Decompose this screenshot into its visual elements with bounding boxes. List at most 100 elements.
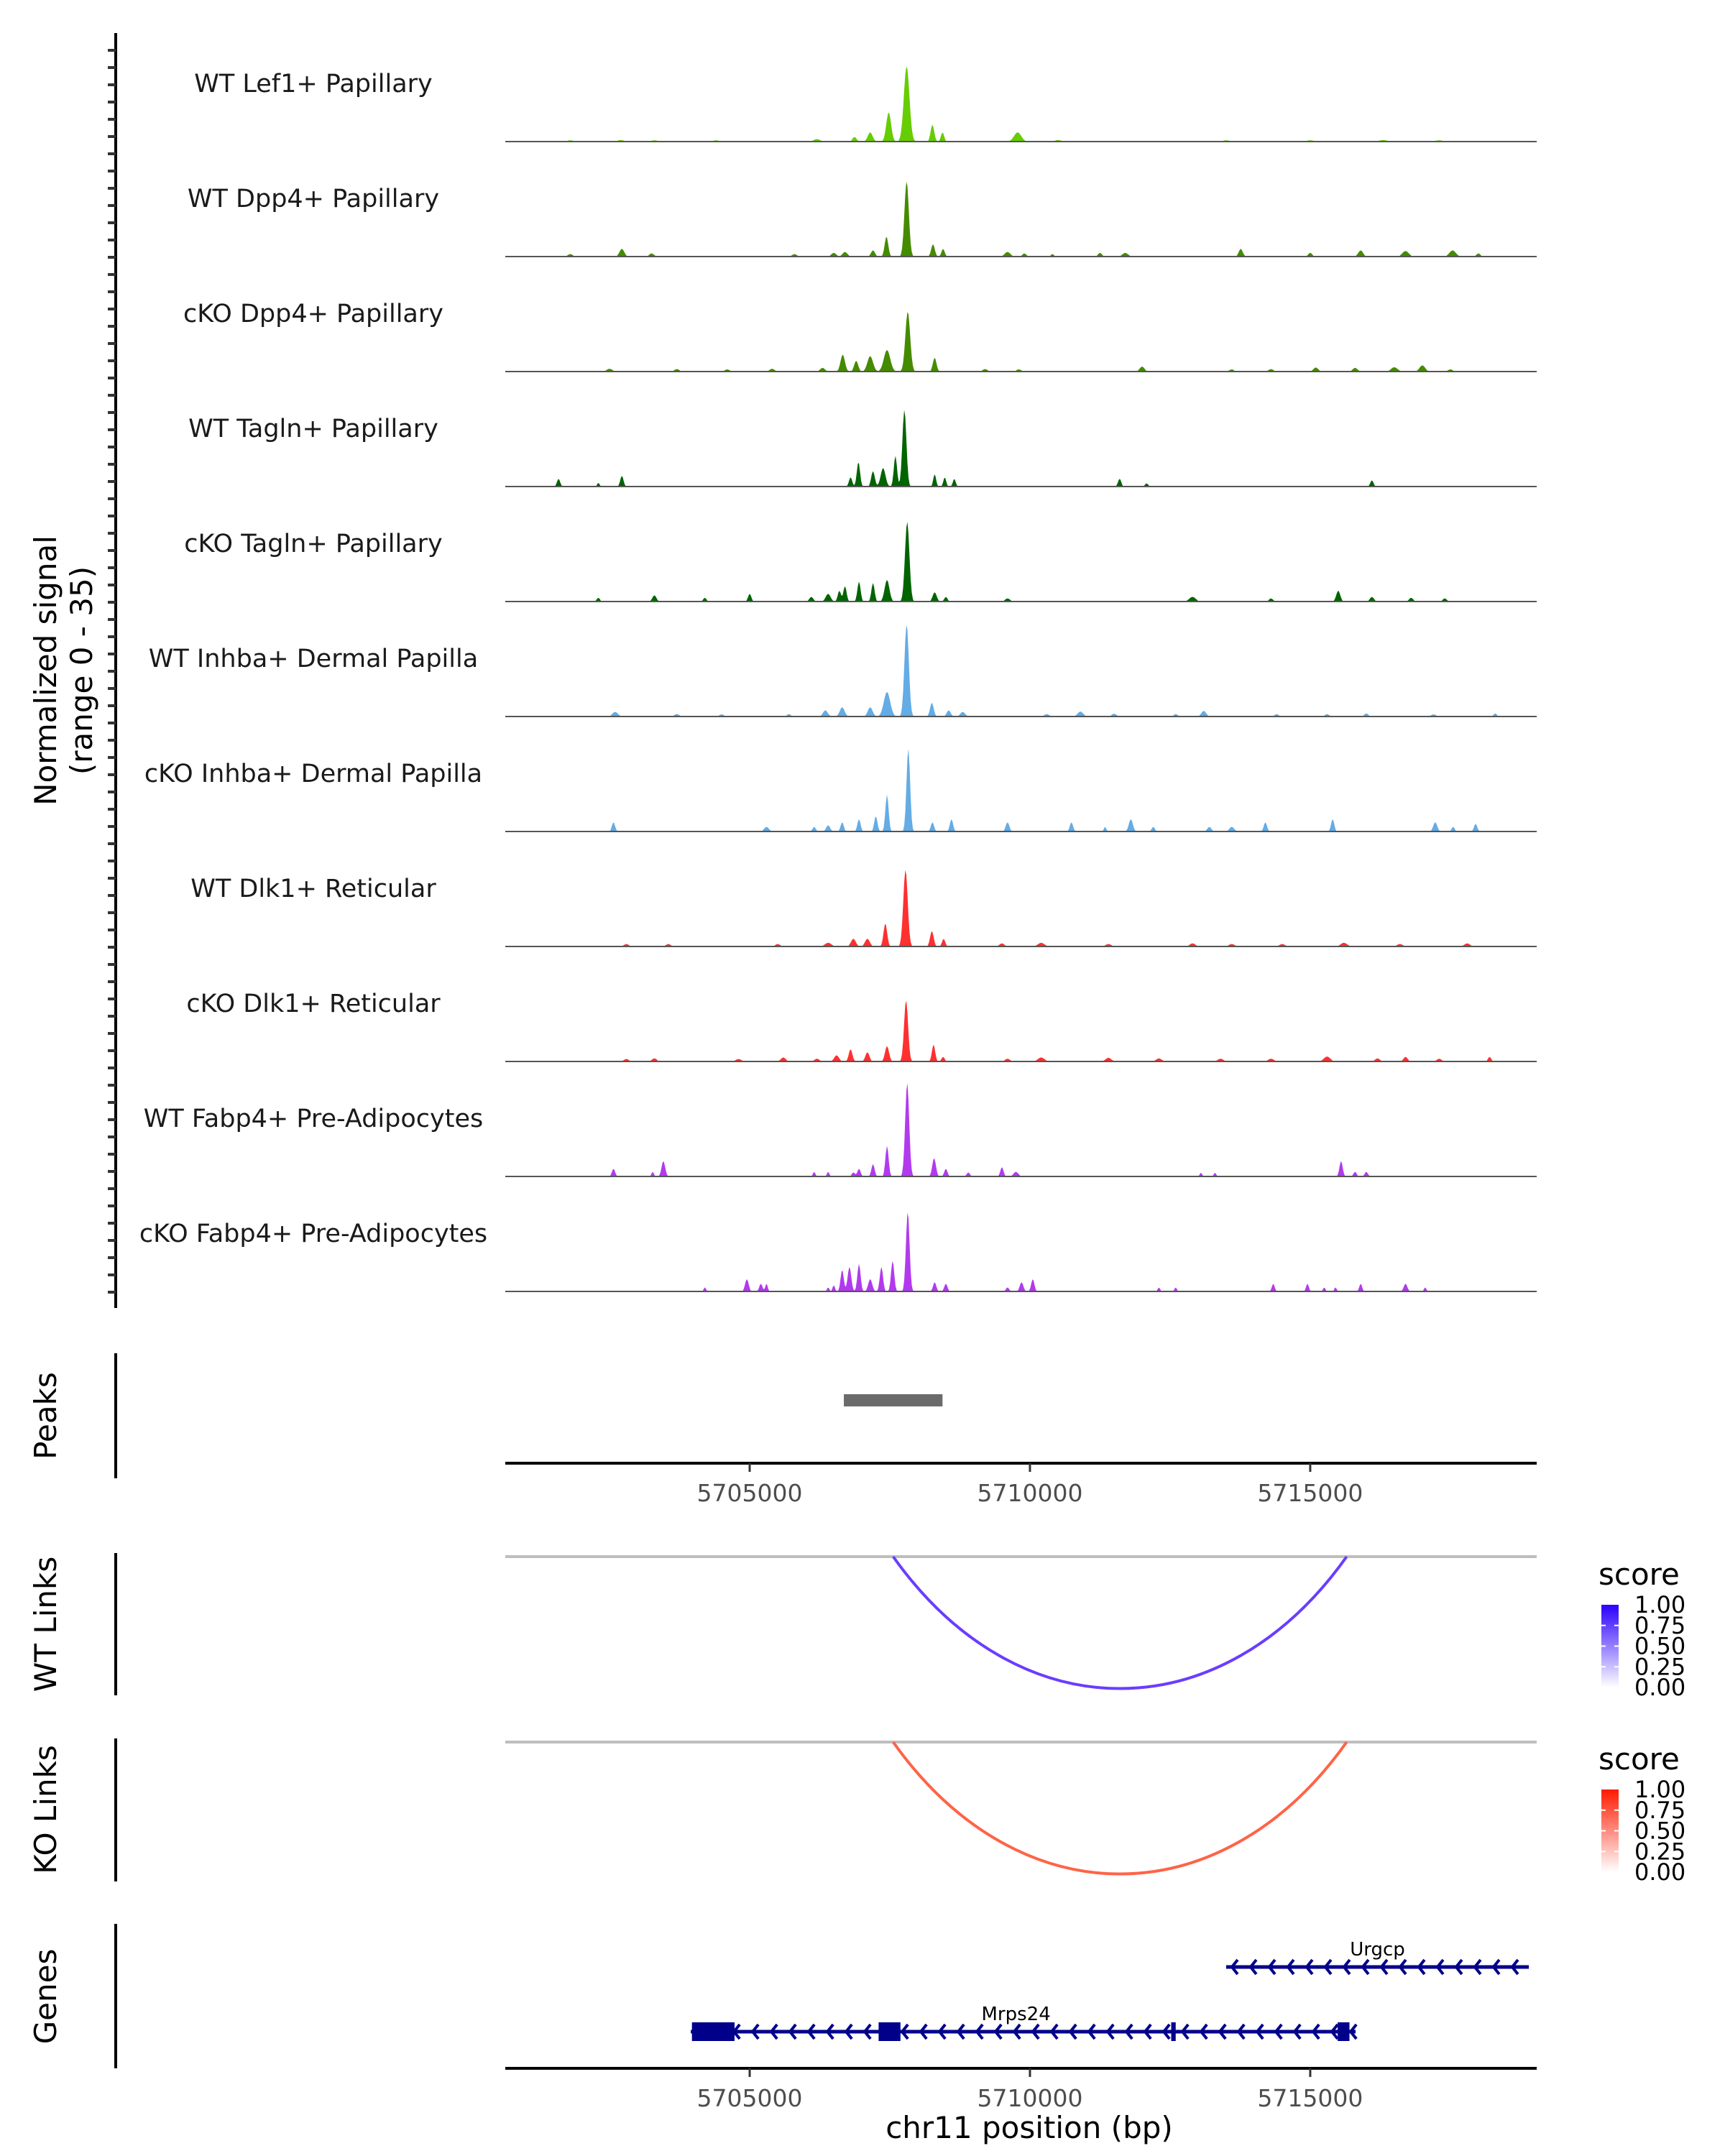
coverage-track: WT Dpp4+ Papillary	[188, 181, 1537, 257]
legend-tick-label: 0.25	[1634, 1653, 1685, 1680]
track-label: cKO Dpp4+ Papillary	[183, 300, 443, 328]
coverage-track: cKO Dpp4+ Papillary	[183, 300, 1537, 372]
coverage-area	[505, 410, 1537, 487]
legend-title: score	[1598, 1557, 1680, 1592]
strand-arrow-icon	[862, 2023, 872, 2040]
legend-tick-label: 1.00	[1634, 1776, 1685, 1803]
coverage-axis-ticks	[108, 49, 116, 1294]
strand-arrow-icon	[1323, 1958, 1333, 1976]
x-axis-title: chr11 position (bp)	[886, 2110, 1173, 2145]
legend-tick-label: 1.00	[1634, 1591, 1685, 1618]
coverage-area	[505, 66, 1537, 142]
exon	[1338, 2022, 1350, 2041]
coverage-area	[505, 522, 1537, 602]
strand-arrow-icon	[788, 2023, 797, 2040]
coverage-track: cKO Tagln+ Papillary	[184, 522, 1537, 602]
x-tick-label: 5705000	[697, 2084, 803, 2112]
strand-arrow-icon	[1068, 2023, 1077, 2040]
coverage-track: WT Inhba+ Dermal Papilla	[149, 625, 1537, 717]
strand-arrow-icon	[1274, 2023, 1283, 2040]
coverage-area	[505, 181, 1537, 257]
coverage-area	[505, 1083, 1537, 1176]
track-label: WT Dpp4+ Papillary	[188, 185, 439, 213]
strand-arrow-icon	[1435, 1958, 1445, 1976]
strand-arrow-icon	[1454, 1958, 1463, 1976]
track-label: cKO Tagln+ Papillary	[184, 530, 443, 558]
x-tick-label: 5715000	[1257, 2084, 1363, 2112]
coverage-track: cKO Inhba+ Dermal Papilla	[144, 748, 1537, 832]
strand-arrow-icon	[1230, 1958, 1239, 1976]
strand-arrow-icon	[769, 2023, 778, 2040]
exon	[1171, 2022, 1176, 2041]
gene-urgcp: Urgcp	[1225, 1939, 1530, 1976]
track-label: WT Tagln+ Papillary	[188, 415, 438, 443]
wt-links-legend: score 1.000.750.500.250.00	[1598, 1557, 1685, 1701]
genes-track-label: Genes	[28, 1949, 63, 2045]
strand-arrow-icon	[993, 2023, 1003, 2040]
coverage-y-label: Normalized signal	[28, 535, 63, 806]
x-tick-label: 5705000	[697, 1479, 803, 1507]
legend-tick-label: 0.00	[1634, 1674, 1685, 1701]
coverage-y-axis	[108, 33, 117, 1308]
track-label: cKO Inhba+ Dermal Papilla	[144, 760, 482, 788]
strand-arrow-icon	[1361, 1958, 1370, 1976]
strand-arrow-icon	[825, 2023, 834, 2040]
strand-arrow-icon	[1398, 1958, 1407, 1976]
strand-arrow-icon	[956, 2023, 965, 2040]
strand-arrow-icon	[1417, 1958, 1426, 1976]
strand-arrow-icon	[750, 2023, 760, 2040]
strand-arrow-icon	[1286, 1958, 1295, 1976]
coverage-area	[505, 312, 1537, 372]
track-label: WT Inhba+ Dermal Papilla	[149, 645, 478, 673]
strand-arrow-icon	[1348, 2023, 1358, 2040]
legend-tick-label: 0.25	[1634, 1838, 1685, 1865]
gene-mrps24: Mrps24	[691, 2004, 1358, 2041]
x-tick-label: 5710000	[977, 2084, 1082, 2112]
track-label: WT Fabp4+ Pre-Adipocytes	[144, 1105, 483, 1133]
position-axis-ticks: 5705000 5710000 5715000	[697, 1463, 1363, 1507]
coverage-area	[505, 1212, 1537, 1291]
peaks-track-label: Peaks	[28, 1372, 63, 1460]
strand-arrow-icon	[1105, 2023, 1115, 2040]
strand-arrow-icon	[1012, 2023, 1021, 2040]
strand-arrow-icon	[1180, 2023, 1190, 2040]
strand-arrow-icon	[900, 2023, 909, 2040]
strand-arrow-icon	[1236, 2023, 1246, 2040]
coverage-track: WT Tagln+ Papillary	[188, 410, 1537, 487]
gene-label: Urgcp	[1350, 1939, 1405, 1961]
strand-arrow-icon	[844, 2023, 853, 2040]
strand-arrow-icon	[1379, 1958, 1389, 1976]
strand-arrow-icon	[1473, 1958, 1482, 1976]
wt-links-label: WT Links	[28, 1557, 63, 1692]
peak-region	[844, 1394, 943, 1406]
legend-tick-label: 0.75	[1634, 1612, 1685, 1639]
coverage-area	[505, 748, 1537, 831]
strand-arrow-icon	[1330, 2023, 1339, 2040]
strand-arrow-icon	[1255, 2023, 1264, 2040]
strand-arrow-icon	[1199, 2023, 1208, 2040]
track-label: cKO Dlk1+ Reticular	[186, 990, 441, 1018]
wt-link-arc	[892, 1555, 1348, 1690]
ko-links-label: KO Links	[28, 1745, 63, 1874]
x-tick-label: 5715000	[1257, 1479, 1363, 1507]
bottom-axis-ticks: 5705000 5710000 5715000	[697, 2068, 1363, 2112]
coverage-area	[505, 625, 1537, 717]
strand-arrow-icon	[1510, 1958, 1519, 1976]
strand-arrow-icon	[1292, 2023, 1302, 2040]
strand-arrow-icon	[1087, 2023, 1096, 2040]
ko-link-arc	[892, 1741, 1348, 1876]
track-label: WT Dlk1+ Reticular	[190, 875, 436, 903]
strand-arrow-icon	[1031, 2023, 1040, 2040]
coverage-y-label-line2: (range 0 - 35)	[64, 566, 99, 775]
strand-arrow-icon	[1267, 1958, 1276, 1976]
strand-arrow-icon	[1218, 2023, 1227, 2040]
coverage-track: cKO Dlk1+ Reticular	[186, 990, 1537, 1062]
coverage-track: cKO Fabp4+ Pre-Adipocytes	[139, 1212, 1537, 1292]
strand-arrow-icon	[975, 2023, 984, 2040]
peaks-track	[844, 1394, 943, 1406]
coverage-track: WT Dlk1+ Reticular	[190, 870, 1537, 947]
legend-tick-label: 0.50	[1634, 1633, 1685, 1660]
legend-tick-label: 0.50	[1634, 1818, 1685, 1845]
strand-arrow-icon	[1342, 1958, 1351, 1976]
